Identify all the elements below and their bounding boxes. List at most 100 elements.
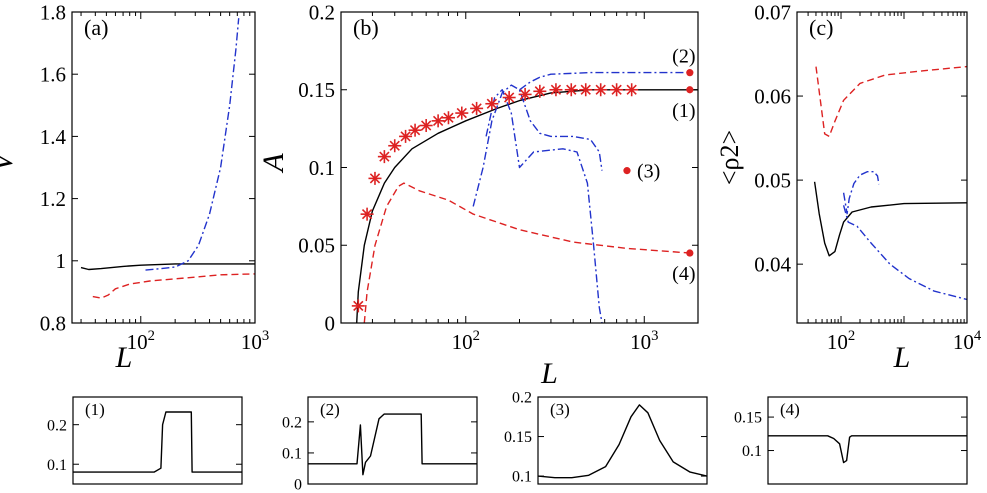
- y-tick-label: 0.1: [47, 457, 67, 474]
- series-group: [813, 65, 967, 301]
- y-tick-label: 1.4: [40, 125, 67, 149]
- x-tick-label: 102: [452, 328, 480, 354]
- star-marker: [455, 106, 469, 120]
- series-line-black-0: [80, 263, 255, 271]
- plot-frame: [537, 396, 708, 485]
- x-axis-label: L: [115, 341, 133, 374]
- panel-label: (a): [84, 15, 108, 40]
- y-tick-label: 0.2: [47, 417, 67, 434]
- star-stroke: [361, 208, 373, 220]
- x-tick-base: 10: [630, 330, 651, 354]
- panel-p3: 0.1 0.15 0.2 (3): [504, 390, 708, 486]
- series-group: [73, 411, 242, 473]
- x-tick-base: 10: [953, 330, 974, 354]
- y-tick-label: 0.2: [309, 0, 335, 24]
- star-marker: [470, 101, 484, 115]
- star-stroke: [566, 84, 577, 95]
- series-group: [308, 413, 477, 476]
- star-stroke: [443, 112, 454, 123]
- end-dot: [686, 69, 694, 77]
- y-tick-label: 0.05: [754, 168, 791, 192]
- y-tick-label: 0.15: [504, 429, 532, 446]
- x-tick-label: 104: [953, 328, 982, 354]
- y-tick-label: 0.1: [512, 469, 532, 486]
- y-tick-label: 0: [325, 311, 336, 335]
- x-tick-exponent: 3: [262, 328, 269, 344]
- star-marker: [485, 97, 499, 111]
- x-tick-base: 10: [241, 330, 262, 354]
- y-tick-label: 1.2: [40, 187, 66, 211]
- star-stroke: [519, 89, 531, 100]
- y-tick-label: 0.1: [282, 446, 302, 463]
- series-line-black-0: [538, 404, 707, 479]
- y-tick-label: 0.2: [282, 414, 302, 431]
- y-tick-label: 0.15: [298, 78, 335, 102]
- x-tick-label: 102: [827, 328, 855, 354]
- star-marker: [377, 150, 391, 164]
- x-tick-label: 103: [630, 328, 658, 354]
- panel-p1: 0.1 0.2 (1): [47, 396, 243, 485]
- panel-p4: 0.1 0.15 (4): [734, 396, 968, 485]
- y-tick-label: 0.15: [734, 410, 762, 427]
- star-marker: [419, 119, 433, 133]
- series-group: [538, 404, 707, 479]
- star-stroke: [471, 103, 482, 114]
- series-line-red-1: [92, 273, 255, 299]
- star-marker: [533, 84, 547, 98]
- panel-label: (2): [320, 400, 340, 419]
- series-group: [80, 18, 255, 299]
- series-line-black-0: [768, 435, 967, 464]
- x-tick-base: 10: [127, 330, 148, 354]
- y-axis-label: V: [0, 150, 19, 172]
- y-tick-label: 1: [56, 249, 67, 273]
- x-tick-base: 10: [827, 330, 848, 354]
- y-tick-label: 0.05: [298, 234, 335, 258]
- star-marker: [579, 83, 593, 97]
- star-marker: [549, 83, 563, 97]
- star-stroke: [369, 173, 381, 184]
- star-marker: [368, 171, 382, 185]
- plot-frame: [72, 396, 243, 485]
- series-line-black-0: [813, 181, 967, 257]
- x-tick-exponent: 4: [974, 328, 982, 344]
- panel-p2: 0 0.1 0.2 (2): [282, 396, 478, 493]
- x-tick-label: 102: [127, 328, 155, 354]
- star-stroke: [379, 151, 390, 162]
- series-line-red-1: [363, 182, 690, 323]
- star-stroke: [595, 84, 606, 95]
- y-tick-label: 0.06: [754, 84, 791, 108]
- y-axis-label: A: [257, 153, 290, 174]
- plot-frame: [71, 11, 256, 324]
- series-line-blue-3: [842, 171, 880, 215]
- y-tick-label: 0.8: [40, 311, 66, 335]
- y-tick-label: 1.8: [40, 0, 66, 24]
- y-tick-label: 0.04: [754, 253, 791, 277]
- star-marker: [441, 111, 455, 125]
- series-line-red-1: [815, 65, 967, 138]
- x-tick-label: 103: [241, 328, 269, 354]
- panel-label: (c): [809, 15, 833, 40]
- x-tick-base: 10: [452, 330, 473, 354]
- star-marker: [388, 139, 402, 153]
- x-tick-exponent: 3: [651, 328, 658, 344]
- point-label: (4): [672, 263, 695, 285]
- x-tick-exponent: 2: [148, 328, 155, 344]
- x-axis-label: L: [893, 341, 911, 374]
- y-tick-label: 0.07: [754, 0, 791, 24]
- series-group: [768, 435, 967, 464]
- series-line-blue-3: [519, 71, 690, 91]
- series-line-black-0: [308, 413, 477, 476]
- end-dot: [623, 167, 631, 175]
- plot-frame: [307, 396, 478, 485]
- y-tick-label: 0.2: [512, 390, 532, 407]
- star-stroke: [611, 84, 622, 95]
- point-label: (1): [672, 100, 695, 122]
- star-marker: [564, 83, 578, 97]
- series-group: [356, 71, 698, 323]
- star-marker: [518, 87, 532, 101]
- panel-label: (4): [780, 400, 800, 419]
